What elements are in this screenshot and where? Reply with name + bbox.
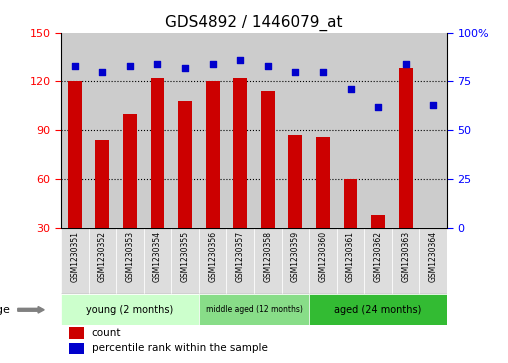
Point (319, 69, 327, 74)
Bar (254, 33, 281, 228)
Bar (69, 327, 84, 339)
Text: GSM1230360: GSM1230360 (319, 231, 328, 282)
Point (236, 57, 244, 63)
Bar (150, 78, 165, 228)
Bar (392, 228, 420, 294)
Bar (68, 81, 82, 228)
Bar (309, 228, 337, 294)
Bar (281, 33, 309, 228)
Bar (281, 228, 309, 294)
Bar (144, 228, 171, 294)
Bar (123, 114, 137, 228)
Bar (254, 228, 281, 294)
Text: middle aged (12 months): middle aged (12 months) (206, 305, 302, 314)
Bar (364, 228, 392, 294)
Bar (96, 140, 109, 228)
Point (429, 102, 437, 108)
Bar (199, 33, 227, 228)
Point (181, 65, 189, 71)
Text: GSM1230358: GSM1230358 (263, 231, 272, 282)
Bar (309, 33, 337, 228)
Bar (206, 81, 219, 228)
Text: GSM1230359: GSM1230359 (291, 231, 300, 282)
Bar (69, 343, 84, 354)
Bar (116, 33, 144, 228)
Text: count: count (92, 328, 121, 338)
Bar (199, 294, 309, 325)
Bar (199, 228, 227, 294)
Bar (116, 228, 144, 294)
Bar (171, 228, 199, 294)
Point (264, 63, 272, 69)
Text: GSM1230357: GSM1230357 (236, 231, 245, 282)
Bar (88, 228, 116, 294)
Text: GSM1230351: GSM1230351 (70, 231, 79, 282)
Bar (227, 228, 254, 294)
Bar (399, 68, 412, 228)
Bar (61, 33, 88, 228)
Bar (316, 136, 330, 228)
Text: young (2 months): young (2 months) (86, 305, 174, 315)
Point (402, 61, 410, 67)
Bar (337, 228, 364, 294)
Point (98, 69, 106, 74)
Title: GDS4892 / 1446079_at: GDS4892 / 1446079_at (165, 15, 343, 31)
Bar (337, 33, 364, 228)
Point (71, 63, 79, 69)
Point (346, 86, 355, 92)
Bar (420, 228, 447, 294)
Bar (178, 101, 192, 228)
Bar (364, 33, 392, 228)
Text: GSM1230354: GSM1230354 (153, 231, 162, 282)
Bar (289, 135, 302, 228)
Bar (343, 179, 358, 228)
Bar (420, 33, 447, 228)
Text: GSM1230363: GSM1230363 (401, 231, 410, 282)
Point (126, 63, 134, 69)
Text: GSM1230355: GSM1230355 (180, 231, 189, 282)
Bar (392, 33, 420, 228)
Text: aged (24 months): aged (24 months) (334, 305, 422, 315)
Bar (371, 215, 385, 228)
Bar (88, 33, 116, 228)
Point (374, 104, 382, 110)
Text: percentile rank within the sample: percentile rank within the sample (92, 343, 268, 354)
Point (291, 69, 299, 74)
Point (153, 61, 162, 67)
Text: GSM1230361: GSM1230361 (346, 231, 355, 282)
Bar (171, 33, 199, 228)
Point (209, 61, 217, 67)
Bar (233, 78, 247, 228)
Text: GSM1230356: GSM1230356 (208, 231, 217, 282)
Bar (261, 91, 275, 228)
Text: GSM1230364: GSM1230364 (429, 231, 438, 282)
Text: GSM1230352: GSM1230352 (98, 231, 107, 282)
Text: GSM1230353: GSM1230353 (125, 231, 135, 282)
Bar (144, 33, 171, 228)
Text: age: age (0, 305, 10, 315)
Text: GSM1230362: GSM1230362 (373, 231, 383, 282)
Bar (61, 294, 199, 325)
Bar (227, 33, 254, 228)
Bar (309, 294, 447, 325)
Bar (61, 228, 88, 294)
